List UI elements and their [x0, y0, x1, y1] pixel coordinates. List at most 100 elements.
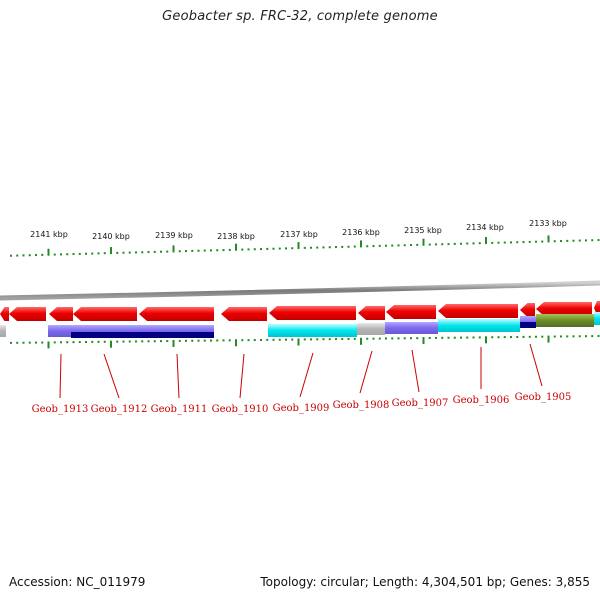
inner-tick — [72, 341, 75, 344]
inner-tick — [310, 338, 312, 341]
scale-label: 2135 kbp — [404, 226, 442, 235]
gene-labels: Geob_1913 Geob_1912 Geob_1911 Geob_1910 Geob… — [32, 343, 571, 415]
inner-tick — [397, 337, 400, 340]
scale-tick — [316, 246, 319, 249]
cds-arrow — [536, 302, 592, 316]
inner-tick — [60, 341, 62, 344]
scale-tick — [160, 250, 162, 253]
inner-tick — [178, 339, 181, 342]
cds-arrow — [520, 303, 535, 317]
scale-tick — [210, 249, 212, 252]
inner-tick — [497, 336, 500, 339]
scale-tick — [85, 252, 87, 255]
inner-tick — [485, 336, 487, 344]
inner-tick — [147, 340, 150, 343]
scale-tick — [253, 248, 256, 251]
backbone-ring — [0, 280, 600, 301]
inner-tick — [453, 336, 456, 339]
gene-label: Geob_1913 — [32, 404, 89, 415]
inner-tick — [216, 339, 219, 342]
inner-tick — [210, 339, 212, 342]
inner-tick — [516, 335, 519, 338]
inner-tick — [41, 341, 44, 344]
inner-tick — [303, 338, 306, 341]
scale-tick — [503, 241, 506, 244]
inner-tick — [322, 338, 325, 341]
gene-callout-line — [359, 350, 373, 394]
cds-arrow — [358, 306, 385, 320]
inner-tick — [366, 337, 369, 340]
inner-tick — [410, 337, 412, 340]
scale-tick — [366, 245, 369, 248]
inner-tick — [235, 339, 237, 347]
inner-tick — [291, 338, 294, 341]
inner-tick — [372, 337, 375, 340]
scale-tick — [110, 247, 112, 255]
inner-tick — [472, 336, 475, 339]
inner-tick — [503, 336, 506, 339]
scale-tick — [391, 244, 394, 247]
scale-label: 2136 kbp — [342, 228, 380, 237]
scale-tick — [435, 243, 437, 246]
inner-tick — [28, 341, 31, 344]
scale-tick — [441, 243, 444, 246]
scale-tick — [322, 246, 325, 249]
cog-block — [536, 314, 594, 327]
scale-tick — [260, 248, 262, 251]
scale-tick — [553, 240, 556, 243]
inner-tick — [285, 338, 287, 341]
inner-tick — [272, 338, 275, 341]
scale-tick — [535, 240, 537, 243]
scale-tick — [135, 251, 137, 254]
inner-tick — [572, 335, 575, 338]
inner-tick — [91, 340, 94, 343]
scale-tick — [560, 240, 562, 243]
scale-tick — [578, 239, 581, 242]
cds-arrow — [438, 304, 518, 318]
cog-block — [71, 332, 214, 338]
gene-label: Geob_1911 — [151, 404, 208, 415]
inner-tick — [135, 340, 137, 343]
inner-tick — [166, 340, 169, 343]
scale-tick — [360, 240, 362, 248]
inner-tick — [278, 338, 281, 341]
scale-tick — [566, 239, 569, 242]
scale-tick — [385, 244, 387, 247]
scale-tick — [241, 248, 244, 251]
inner-tick — [578, 335, 581, 338]
scale-label: 2133 kbp — [529, 219, 567, 228]
accession-label: Accession: NC_011979 — [9, 575, 146, 589]
scale-tick — [460, 242, 462, 245]
scale-tick — [397, 244, 400, 247]
cds-arrow — [221, 307, 267, 321]
cds-arrow — [386, 305, 436, 319]
scale-tick — [347, 245, 350, 248]
inner-tick — [360, 337, 362, 345]
scale-tick — [372, 245, 375, 248]
inner-tick — [466, 336, 469, 339]
inner-tick — [122, 340, 125, 343]
scale-tick — [297, 242, 300, 250]
scale-tick — [191, 249, 194, 252]
scale-tick — [153, 250, 156, 253]
inner-tick — [222, 339, 225, 342]
cds-arrow — [0, 307, 9, 321]
scale-tick — [378, 244, 381, 247]
inner-tick — [597, 335, 600, 338]
scale-tick — [97, 252, 100, 255]
gene-label: Geob_1909 — [273, 403, 330, 414]
scale-tick — [291, 247, 294, 250]
inner-tick — [391, 337, 394, 340]
cog-block — [438, 319, 520, 332]
inner-tick — [97, 340, 100, 343]
scale-tick — [116, 251, 119, 254]
scale-tick — [122, 251, 125, 254]
cog-block — [385, 322, 438, 334]
scale-tick — [466, 242, 469, 245]
inner-tick — [185, 339, 187, 342]
scale-tick — [147, 251, 150, 254]
scale-tick — [547, 235, 550, 243]
gene-label: Geob_1906 — [453, 395, 510, 406]
scale-tick — [485, 237, 487, 245]
